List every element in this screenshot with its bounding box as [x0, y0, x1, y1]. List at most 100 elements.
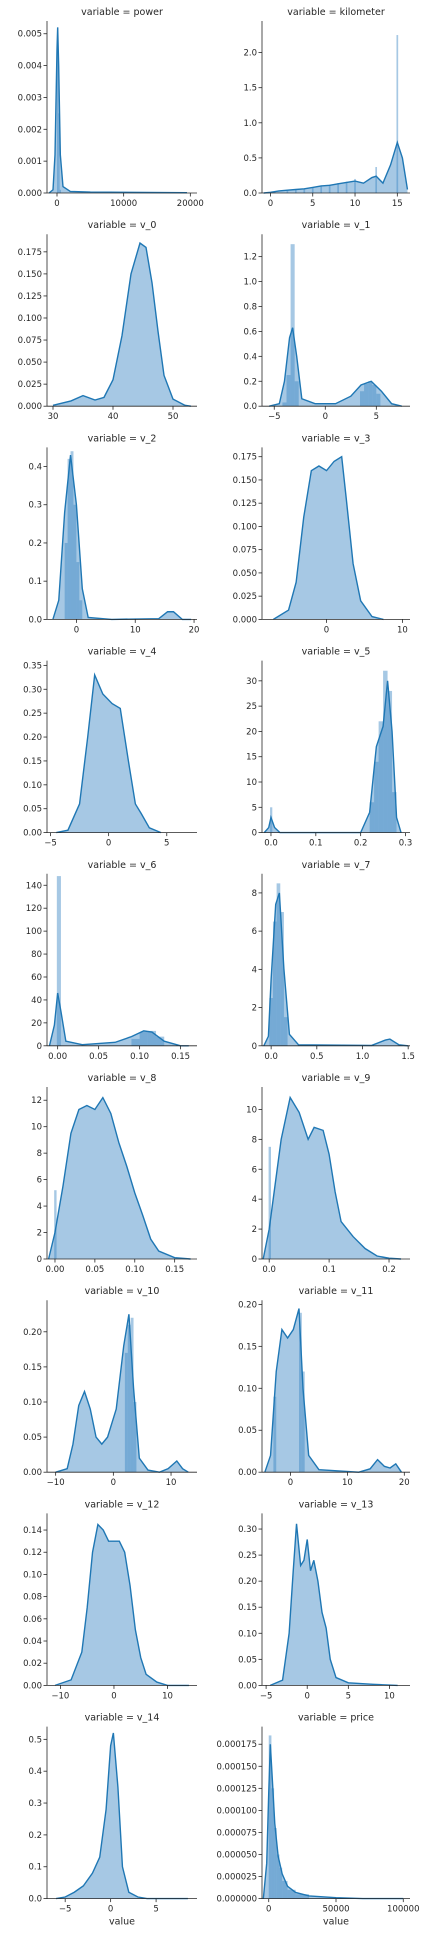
x-tick-label: 0.1 [322, 1265, 336, 1275]
hist-bar-4 [280, 912, 284, 1046]
y-tick-label: 0.30 [238, 1525, 257, 1535]
hist-bar-3 [294, 189, 297, 193]
hist-bar-1 [124, 1352, 128, 1473]
hist-bar-7 [328, 184, 331, 193]
y-tick-label: 0.050 [233, 569, 257, 579]
y-tick-label: 0.0 [243, 402, 257, 412]
facet-title: variable = v_8 [88, 1073, 157, 1084]
hist-bar-4 [303, 188, 306, 193]
hist-bar-2 [286, 375, 291, 407]
y-tick-label: 0.000000 [216, 1895, 257, 1905]
y-tick-label: 0.06 [23, 1615, 42, 1625]
hist-bar-10 [354, 178, 356, 193]
y-tick-label: 25 [246, 702, 257, 712]
y-tick-label: 0.10 [23, 1570, 42, 1580]
y-tick-label: 0.0 [243, 189, 257, 199]
y-tick-label: 0.10 [23, 781, 42, 791]
hist-bar-1 [268, 1146, 271, 1259]
y-tick-label: 0.08 [23, 1593, 42, 1603]
y-tick-label: 0.02 [23, 1659, 42, 1669]
hist-bar-5 [279, 1867, 283, 1899]
x-tick-label: 0.3 [399, 839, 413, 849]
y-tick-label: 0.3 [28, 1799, 42, 1809]
hist-bar-11 [375, 167, 378, 193]
y-tick-label: 10 [31, 1123, 42, 1133]
y-tick-label: 0.000125 [216, 1784, 257, 1794]
x-tick-label: 0.15 [171, 1052, 190, 1062]
x-tick-label: 50 [168, 412, 179, 422]
y-tick-label: 0.025 [18, 380, 42, 390]
hist-bar-7 [392, 792, 397, 833]
y-tick-label: 6 [252, 927, 257, 937]
kde-line [268, 327, 402, 407]
x-tick-label: 20 [189, 625, 200, 635]
kde-line [262, 1744, 404, 1900]
y-tick-label: 0.000100 [216, 1806, 257, 1816]
y-tick-label: 0.1 [28, 1863, 42, 1873]
x-tick-label: 10 [350, 199, 361, 209]
y-tick-label: 0.0 [28, 615, 42, 625]
hist-bar-4 [294, 381, 299, 407]
y-tick-label: 0.2 [28, 1831, 42, 1841]
x-tick-label: 0 [324, 625, 329, 635]
hist-bar-5 [359, 391, 365, 407]
y-tick-label: 8 [37, 1149, 42, 1159]
facet-9: 0.00 0.05 0.10 0.15 0 20 40 60 80 100 120 140 variab… [26, 860, 197, 1062]
facet-title: variable = v_4 [88, 647, 157, 658]
hist-bar-2 [286, 190, 289, 193]
x-tick-label: −10 [51, 1691, 69, 1701]
facet-4: −5 0 5 0.0 0.2 0.4 0.6 0.8 1.0 1.2 variable = v_1 [243, 220, 410, 422]
kde-fill [263, 142, 408, 193]
kde-line [55, 1732, 188, 1900]
hist-bar-3 [276, 883, 281, 1046]
y-tick-label: 120 [26, 904, 42, 914]
y-tick-label: 0.15 [23, 757, 42, 767]
y-tick-label: 0.100 [18, 314, 42, 324]
hist-bar-1 [57, 27, 59, 194]
kde-fill [55, 1314, 189, 1473]
y-tick-label: 0.0 [28, 1895, 42, 1905]
y-tick-label: 8 [252, 1135, 257, 1145]
x-tick-label: 0.00 [48, 1052, 67, 1062]
y-tick-label: 0.4 [243, 352, 257, 362]
hist-bar-3 [374, 761, 379, 833]
hist-bar-9 [376, 393, 381, 407]
x-tick-label: 0 [268, 199, 273, 209]
x-tick-label: 0.05 [85, 1265, 104, 1275]
kde-line [263, 892, 409, 1047]
facet-title: variable = v_11 [299, 1286, 374, 1297]
y-tick-label: 0.5 [243, 154, 257, 164]
kde-line [56, 672, 162, 834]
x-tick-label: 0.05 [89, 1052, 108, 1062]
y-tick-label: 0.25 [23, 709, 42, 719]
facet-3: 30 40 50 0.000 0.025 0.050 0.075 0.100 0.125 0.15… [18, 220, 197, 422]
facet-10: 0.0 0.5 1.0 1.5 0 2 4 6 8 variable = v_7 [252, 860, 415, 1062]
y-tick-label: 0.15 [238, 1342, 257, 1352]
y-tick-label: 0.100 [233, 522, 257, 532]
x-tick-label: 0 [323, 412, 328, 422]
y-tick-label: 60 [31, 973, 42, 983]
x-tick-label: 0 [111, 1691, 116, 1701]
y-tick-label: 0.00 [238, 1468, 257, 1478]
hist-bar-1 [273, 1396, 277, 1473]
x-tick-label: −5 [59, 1905, 72, 1915]
hist-bar-1 [64, 542, 68, 620]
y-tick-label: 1.5 [243, 84, 257, 94]
x-tick-label: 10 [166, 1478, 177, 1488]
hist-bar-7 [368, 381, 373, 407]
x-tick-label: 30 [48, 412, 59, 422]
x-tick-label: 5 [164, 839, 169, 849]
y-tick-label: 4 [252, 965, 257, 975]
x-tick-label: 0.5 [310, 1052, 324, 1062]
y-tick-label: 0.001 [18, 157, 42, 167]
x-tick-label: 0 [288, 1478, 293, 1488]
y-tick-label: 0.4 [28, 463, 42, 473]
x-tick-label: 50000 [322, 1905, 349, 1915]
y-tick-label: 10 [246, 1105, 257, 1115]
x-tick-label: −5 [260, 1691, 273, 1701]
facet-title: variable = v_0 [88, 220, 157, 231]
kde-line [48, 27, 188, 194]
facet-title: variable = v_13 [299, 1499, 374, 1510]
y-tick-label: 100 [26, 927, 42, 937]
